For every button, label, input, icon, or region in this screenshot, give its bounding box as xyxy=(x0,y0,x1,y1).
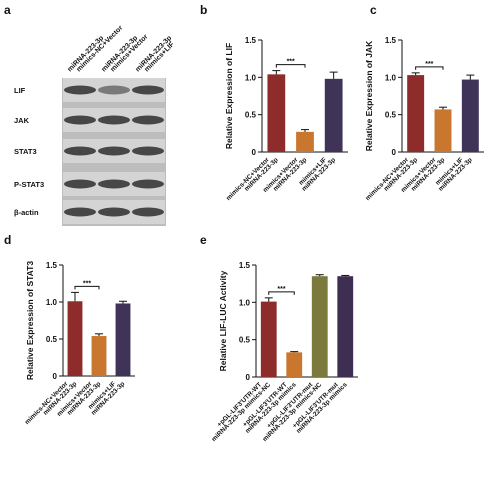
significance-bracket xyxy=(74,285,100,290)
blot-band xyxy=(98,115,130,125)
y-tick-label: 1.5 xyxy=(239,261,251,270)
blot-row-label: STAT3 xyxy=(14,147,37,156)
bar xyxy=(67,301,83,376)
y-axis-label: Relative Expression of JAK xyxy=(364,40,374,151)
bar xyxy=(407,75,425,152)
y-tick-label: 1.5 xyxy=(46,261,58,270)
significance-label: *** xyxy=(83,280,91,287)
y-tick-label: 0 xyxy=(53,372,58,381)
blot-band xyxy=(98,179,130,189)
blot-band xyxy=(98,207,130,217)
x-tick-label: mimics-NC+Vector xyxy=(225,156,271,202)
blot-band xyxy=(132,179,164,189)
x-tick-label: mimics-NC+Vector xyxy=(24,380,70,426)
blot-band xyxy=(132,207,164,217)
bar xyxy=(461,79,479,152)
y-tick-label: 0.5 xyxy=(385,111,397,120)
bar xyxy=(260,301,277,377)
blot-band xyxy=(132,146,164,156)
blot-row-label: β-actin xyxy=(14,208,39,217)
blot-band xyxy=(132,115,164,125)
bar xyxy=(434,109,452,152)
bar xyxy=(296,131,314,152)
bar xyxy=(91,336,107,376)
blot-band xyxy=(64,179,96,189)
y-tick-label: 1.5 xyxy=(245,36,257,45)
blot-band xyxy=(132,85,164,95)
significance-bracket xyxy=(275,64,306,68)
y-tick-label: 0.5 xyxy=(245,111,257,120)
bar xyxy=(286,352,303,377)
panel-label: c xyxy=(370,3,377,17)
y-tick-label: 1.0 xyxy=(46,298,58,307)
significance-bracket xyxy=(415,66,444,70)
blot-row-label: P-STAT3 xyxy=(14,180,44,189)
bar xyxy=(324,78,343,152)
bar xyxy=(267,74,286,152)
bar xyxy=(337,276,354,377)
blot-band xyxy=(64,146,96,156)
significance-label: *** xyxy=(277,286,285,293)
y-axis-label: Relative LIF-LUC Activity xyxy=(218,270,228,371)
y-axis-label: Relative Expression of STAT3 xyxy=(25,261,35,380)
y-axis-label: Relative Expression of LIF xyxy=(224,43,234,149)
blot-band xyxy=(64,115,96,125)
significance-bracket xyxy=(268,291,295,295)
blot-band xyxy=(98,85,130,95)
y-tick-label: 0.5 xyxy=(239,336,251,345)
blot-band xyxy=(64,207,96,217)
blot-band xyxy=(98,146,130,156)
y-tick-label: 1.0 xyxy=(385,73,397,82)
y-tick-label: 0 xyxy=(392,148,397,157)
x-tick-label: mimics-NC+Vector xyxy=(364,156,410,202)
bar xyxy=(311,276,328,377)
panel-label: a xyxy=(4,3,11,17)
y-tick-label: 0.5 xyxy=(46,335,58,344)
blot-row-label: JAK xyxy=(14,116,30,125)
significance-label: *** xyxy=(425,61,433,68)
y-tick-label: 1.0 xyxy=(239,298,251,307)
blot-row-label: LIF xyxy=(14,86,26,95)
y-tick-label: 0 xyxy=(246,373,251,382)
panel-label: b xyxy=(200,3,207,17)
y-tick-label: 1.5 xyxy=(385,36,397,45)
blot-band xyxy=(64,85,96,95)
significance-label: *** xyxy=(287,59,295,66)
panel-label: e xyxy=(200,233,207,247)
panel-label: d xyxy=(4,233,11,247)
y-tick-label: 0 xyxy=(252,148,257,157)
bar xyxy=(115,303,131,376)
y-tick-label: 1.0 xyxy=(245,73,257,82)
